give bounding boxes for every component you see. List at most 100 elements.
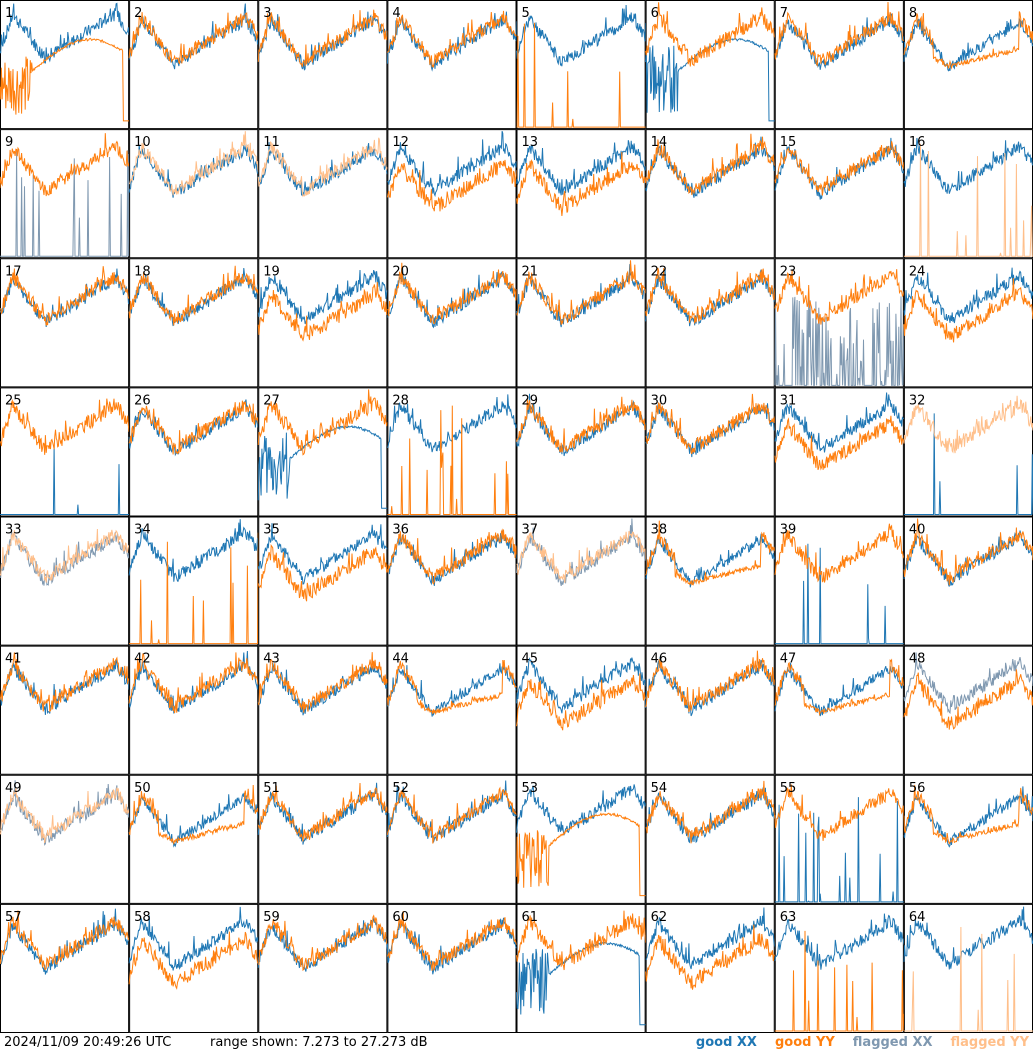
series-yy-20 [387,262,517,325]
panel-frame [903,774,1033,904]
panel-label: 43 [263,652,280,667]
series-yy-55 [774,784,905,841]
series-xx-47 [774,662,905,717]
legend-good-yy: good YY [774,1035,835,1050]
series-yy-2 [128,12,259,65]
panel-label: 3 [263,6,271,21]
panel-label: 30 [651,393,668,408]
panel-label: 44 [392,652,409,667]
series-yy-49 [0,787,130,843]
series-xx-23 [774,296,905,386]
series-yy-45 [516,673,647,731]
panel-label: 15 [780,135,797,150]
panel-label: 40 [909,523,926,538]
panel-frame [774,903,904,1033]
panel-frame [129,129,259,259]
series-xx-25 [0,445,130,515]
panel-frame [0,903,130,1033]
panel-label: 60 [392,910,409,925]
panel-label: 47 [780,652,797,667]
series-xx-45 [516,657,647,714]
panel-label: 17 [5,264,22,279]
series-yy-31 [774,415,905,471]
panel-label: 11 [263,135,280,150]
panel-label: 5 [522,6,530,21]
panel-frame [0,258,130,388]
panel-label: 55 [780,781,797,796]
panel-frame [774,0,904,130]
series-yy-24 [903,278,1033,343]
series-xx-61 [516,941,646,1026]
series-yy-51 [257,782,388,842]
series-yy-61 [516,910,647,971]
series-yy-37 [516,530,647,583]
series-xx-14 [645,136,776,198]
panel-label: 31 [780,393,797,408]
series-xx-39 [774,543,904,645]
panel-label: 13 [522,135,539,150]
panel-label: 61 [522,910,539,925]
series-xx-40 [903,530,1033,587]
panel-label: 14 [651,135,668,150]
panel-frame [129,387,259,517]
series-xx-44 [386,663,517,717]
series-yy-15 [774,141,905,196]
series-yy-36 [386,528,517,585]
series-yy-19 [257,281,388,342]
series-xx-1 [0,2,130,64]
series-xx-38 [645,533,776,588]
panel-frame [387,645,517,775]
panel-label: 29 [522,393,539,408]
panel-label: 39 [780,523,797,538]
panel-label: 56 [909,781,926,796]
panel-label: 18 [134,264,151,279]
panel-label: 16 [909,135,926,150]
panel-label: 34 [134,523,151,538]
panel-label: 50 [134,781,151,796]
panel-label: 1 [5,6,13,21]
panel-label: 48 [909,652,926,667]
series-xx-12 [387,130,517,198]
legend-good-xx: good XX [695,1035,757,1050]
series-yy-42 [128,652,259,714]
series-yy-62 [645,924,775,990]
series-xx-43 [257,662,388,716]
range-label: range shown: 7.273 to 27.273 dB [210,1035,428,1050]
series-yy-6 [645,2,776,67]
series-yy-53 [516,812,646,897]
panel-label: 62 [651,910,668,925]
series-yy-14 [645,133,776,196]
series-xx-17 [0,268,130,328]
series-yy-30 [645,393,776,455]
series-xx-22 [645,269,776,327]
series-yy-44 [386,659,517,716]
panel-label: 52 [392,781,409,796]
panel-label: 4 [392,6,400,21]
panel-label: 57 [5,910,22,925]
panel-frame [129,0,259,130]
series-yy-57 [0,910,130,971]
series-yy-46 [645,650,776,712]
series-yy-17 [0,266,130,326]
series-yy-26 [128,400,259,455]
series-xx-19 [257,269,388,325]
series-xx-24 [903,267,1033,324]
panel-label: 49 [5,781,22,796]
series-yy-21 [516,260,647,325]
series-xx-62 [645,907,776,970]
series-xx-35 [257,523,388,585]
series-yy-28 [387,405,517,515]
series-yy-50 [128,784,259,846]
series-xx-9 [0,148,130,257]
series-yy-56 [903,784,1033,845]
panel-label: 35 [263,523,280,538]
series-yy-27 [257,389,388,456]
timestamp: 2024/11/09 20:49:26 UTC [4,1035,172,1050]
series-yy-47 [774,658,905,717]
series-yy-4 [386,10,517,69]
panel-label: 42 [134,652,151,667]
panel-label: 7 [780,6,788,21]
panel-label: 21 [522,264,539,279]
series-yy-3 [257,9,388,67]
series-xx-53 [516,784,647,836]
